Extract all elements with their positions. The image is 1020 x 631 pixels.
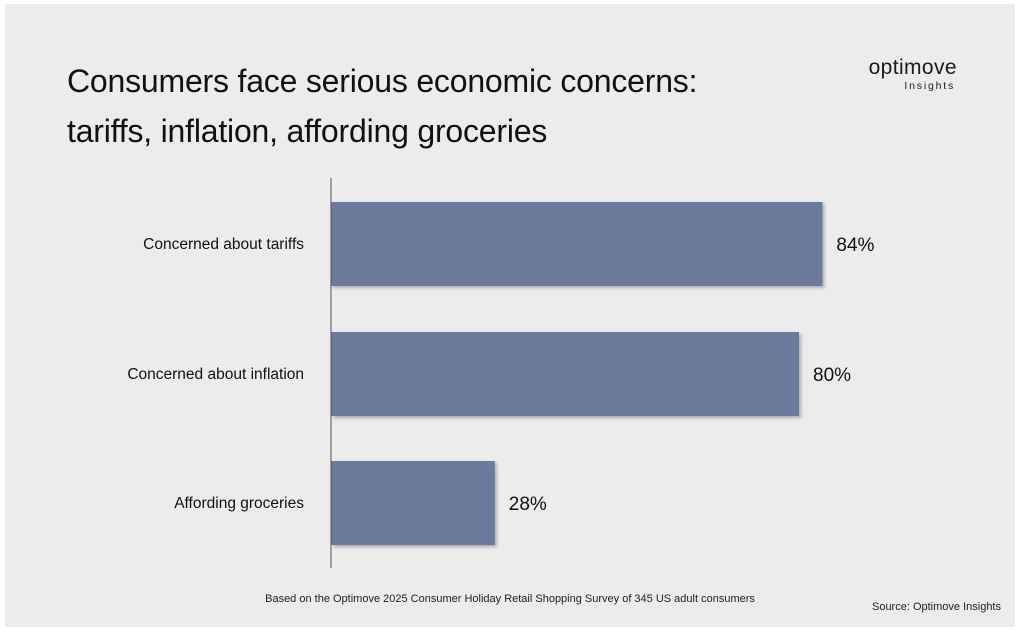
value-label-1: 80%: [813, 365, 851, 386]
bar-0: [331, 202, 823, 286]
title-line-2: tariffs, inflation, affording groceries: [67, 113, 548, 149]
bar-1: [331, 332, 799, 416]
category-label-2: Affording groceries: [174, 495, 304, 512]
bar-2: [331, 461, 495, 545]
category-label-1: Concerned about inflation: [127, 366, 304, 383]
chart-background: [5, 4, 1015, 627]
chart-footnote: Based on the Optimove 2025 Consumer Holi…: [265, 593, 755, 605]
chart-source: Source: Optimove Insights: [871, 601, 1001, 613]
value-label-2: 28%: [509, 494, 547, 515]
logo-subtitle: Insights: [904, 80, 955, 92]
title-line-1: Consumers face serious economic concerns…: [67, 63, 698, 99]
logo-wordmark: optimove: [868, 56, 957, 79]
optimove-logo: optimove Insights: [857, 56, 957, 96]
value-label-0: 84%: [836, 235, 874, 256]
chart-title: Consumers face serious economic concerns…: [67, 56, 827, 156]
category-label-0: Concerned about tariffs: [143, 236, 304, 253]
